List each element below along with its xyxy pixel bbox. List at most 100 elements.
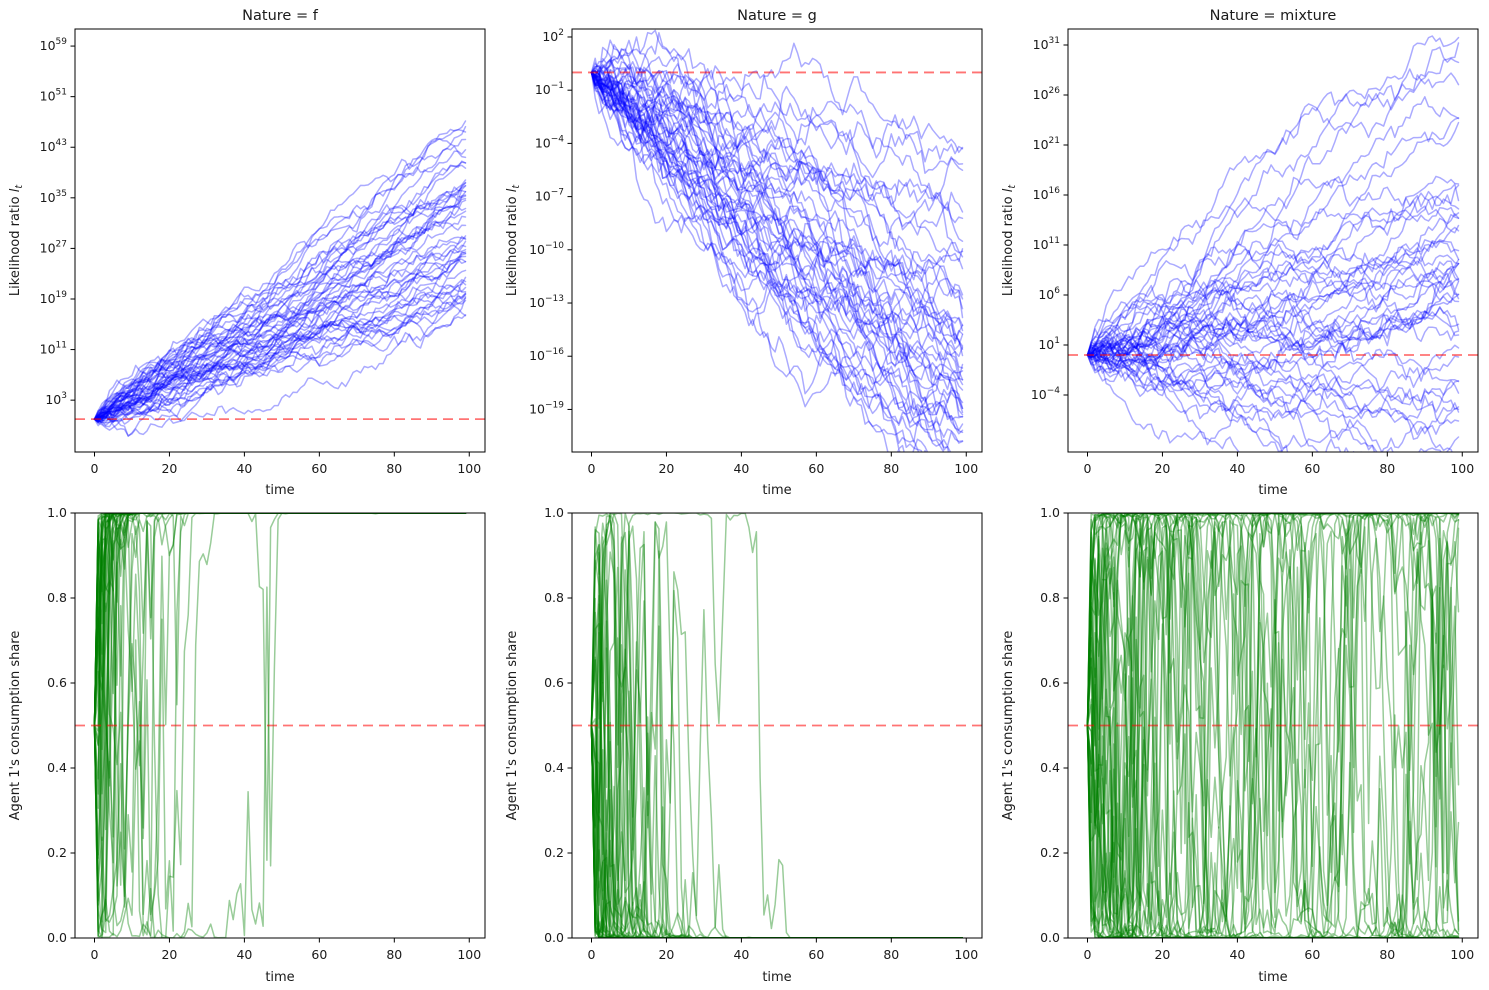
x-tick-label: 80 xyxy=(1379,947,1395,962)
series-line xyxy=(93,125,467,420)
x-axis-label: time xyxy=(762,483,791,498)
y-tick-label: 0.8 xyxy=(1040,590,1060,605)
series-line xyxy=(1086,513,1460,935)
series-line xyxy=(93,253,467,420)
series-line xyxy=(590,71,964,361)
series-line xyxy=(590,589,964,938)
series-line xyxy=(590,71,945,452)
y-tick-label: 10−4 xyxy=(1031,386,1060,402)
series-line xyxy=(93,513,467,841)
series-line xyxy=(1086,311,1460,425)
series-line xyxy=(590,622,964,938)
series-line xyxy=(1086,258,1460,365)
series-line xyxy=(1086,266,1460,357)
y-tick-label: 10−4 xyxy=(535,134,564,150)
x-tick-label: 60 xyxy=(311,461,327,476)
y-tick-label: 106 xyxy=(1038,286,1060,302)
series-line xyxy=(93,291,467,422)
series-line xyxy=(590,724,964,938)
series-line xyxy=(93,513,467,795)
series-line xyxy=(590,551,964,938)
series-line xyxy=(1086,35,1460,359)
series-line xyxy=(93,293,467,420)
series-line xyxy=(1086,513,1460,938)
y-tick-label: 1027 xyxy=(40,239,67,255)
series-line xyxy=(590,71,964,298)
series-line xyxy=(1086,333,1363,452)
y-tick-label: 10−16 xyxy=(529,347,564,363)
series-line xyxy=(1086,542,1460,938)
x-tick-label: 100 xyxy=(954,947,978,962)
x-tick-label: 20 xyxy=(658,461,674,476)
x-tick-label: 20 xyxy=(161,461,177,476)
series-line xyxy=(93,137,467,420)
series-line xyxy=(590,48,964,310)
series-line xyxy=(93,291,467,424)
series-line xyxy=(1086,513,1460,938)
y-tick-label: 10−10 xyxy=(529,241,564,257)
series-line xyxy=(1086,513,1460,937)
subplot-bottom-right: 0 20 40 60 80 100 1.0 0.8 0.6 0.4 0.2 0.0 time Agent … xyxy=(1001,505,1479,985)
series-line xyxy=(93,299,467,421)
y-tick-label: 0.4 xyxy=(1040,760,1060,775)
series-line xyxy=(1086,514,1460,938)
series-line xyxy=(590,71,964,358)
x-tick-label: 100 xyxy=(1450,947,1474,962)
x-axis-label: time xyxy=(762,970,791,985)
series-line xyxy=(590,65,964,248)
series-line xyxy=(1086,513,1460,938)
series-line xyxy=(590,71,964,300)
series-line xyxy=(93,513,467,938)
y-tick-label: 0.8 xyxy=(544,590,564,605)
series-line xyxy=(590,513,964,938)
series-line xyxy=(93,286,467,421)
series-line xyxy=(93,258,467,424)
series-line xyxy=(590,515,964,938)
series-line xyxy=(93,210,467,420)
series-line xyxy=(93,194,467,422)
series-line xyxy=(93,185,467,421)
series-line xyxy=(93,184,467,420)
series-line xyxy=(1086,348,1289,452)
subplot-title: Nature = g xyxy=(737,8,817,24)
series-group xyxy=(1086,35,1460,452)
subplot-bottom-middle: 0 20 40 60 80 100 1.0 0.8 0.6 0.4 0.2 0.0 time Agent … xyxy=(505,505,983,985)
series-group xyxy=(590,513,964,938)
y-tick-label: 0.4 xyxy=(544,760,564,775)
y-axis-label: Agent 1's consumption share xyxy=(1001,631,1016,821)
series-line xyxy=(93,513,467,886)
series-line xyxy=(1086,354,1460,421)
y-tick-label: 1.0 xyxy=(47,505,67,520)
series-line xyxy=(590,513,964,938)
series-group xyxy=(93,513,467,938)
series-line xyxy=(590,724,964,938)
series-line xyxy=(590,721,964,938)
y-axis-label: Likelihood ratio lt xyxy=(8,184,25,296)
series-line xyxy=(93,160,467,420)
series-line xyxy=(1086,262,1460,356)
x-tick-label: 100 xyxy=(1450,461,1474,476)
series-line xyxy=(1086,96,1460,366)
x-tick-label: 20 xyxy=(658,947,674,962)
y-axis-label: Agent 1's consumption share xyxy=(505,631,520,821)
x-tick-label: 20 xyxy=(1154,461,1170,476)
x-tick-label: 20 xyxy=(161,947,177,962)
series-line xyxy=(1086,513,1460,938)
series-line xyxy=(1086,200,1460,356)
series-line xyxy=(590,71,920,452)
series-line xyxy=(93,513,467,859)
series-line xyxy=(93,276,467,425)
series-line xyxy=(590,68,964,332)
series-line xyxy=(93,164,467,423)
series-line xyxy=(93,513,467,938)
series-line xyxy=(1086,349,1460,408)
series-line xyxy=(1086,513,1460,938)
series-line xyxy=(93,513,467,922)
series-line xyxy=(1086,224,1460,373)
series-line xyxy=(93,292,467,437)
x-tick-label: 60 xyxy=(808,947,824,962)
x-axis-label: time xyxy=(265,970,294,985)
series-line xyxy=(1086,342,1460,400)
